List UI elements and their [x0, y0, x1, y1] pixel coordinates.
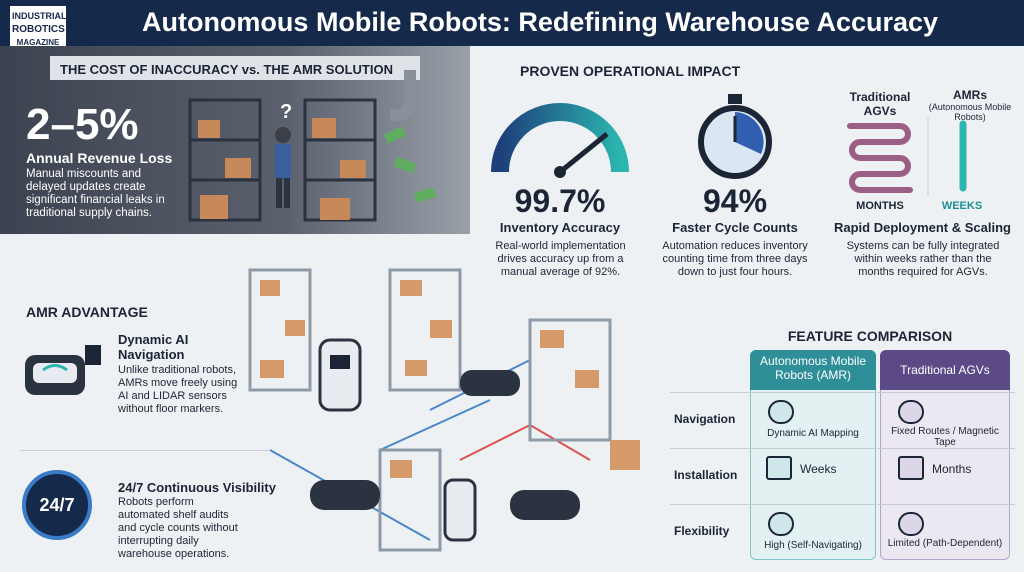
row-label: Installation	[674, 468, 738, 482]
page-title: Autonomous Mobile Robots: Redefining War…	[141, 7, 939, 37]
cycle-text: Automation reduces inventory counting ti…	[662, 240, 808, 278]
navigation-robot-icon	[25, 345, 101, 395]
accuracy-gauge	[491, 103, 629, 178]
cost-heading-bg	[50, 56, 420, 80]
deploy-text: Systems can be fully integrated within w…	[846, 240, 1000, 278]
deploy-months: MONTHS	[856, 200, 904, 212]
deploy-weeks: WEEKS	[941, 200, 983, 212]
row-label: Navigation	[674, 412, 736, 426]
amr-icon	[768, 400, 794, 424]
agv-value: Fixed Routes / Magnetic Tape	[891, 426, 999, 448]
deploy-paths	[847, 118, 967, 196]
advantage-text: Unlike traditional robots, AMRs move fre…	[118, 364, 238, 415]
cost-stat: 2–5%	[26, 100, 139, 149]
cycle-value: 94%	[702, 183, 768, 219]
row-divider	[670, 504, 1015, 505]
advantage-heading: AMR ADVANTAGE	[26, 304, 148, 320]
deploy-agv-label: Traditional AGVs	[849, 90, 911, 118]
badge-text: 24/7	[39, 495, 75, 515]
cost-stat-label: Annual Revenue Loss	[26, 150, 173, 166]
cost-heading: THE COST OF INACCURACY vs. THE AMR SOLUT…	[60, 62, 393, 77]
comparison-heading: FEATURE COMPARISON	[787, 328, 953, 344]
advantage-title: 24/7 Continuous Visibility	[118, 480, 276, 495]
amr-value: High (Self-Navigating)	[764, 540, 862, 551]
column-header: Autonomous Mobile Robots (AMR)	[750, 350, 876, 390]
comparison-table: Autonomous Mobile Robots (AMR) Traditiona…	[670, 350, 1015, 560]
amr-icon	[768, 512, 794, 536]
cost-text: Manual miscounts and delayed updates cre…	[26, 168, 165, 219]
advantage-text: Robots perform automated shelf audits an…	[118, 496, 238, 560]
logo-line: ROBOTICS	[12, 24, 65, 35]
warehouse-floor-illustration	[248, 268, 640, 552]
agv-icon	[898, 400, 924, 424]
cycle-label: Faster Cycle Counts	[672, 220, 798, 235]
header-bar	[0, 0, 1024, 46]
amr-value: Dynamic AI Mapping	[767, 428, 859, 439]
row-divider	[670, 392, 1015, 393]
svg-text:?: ?	[280, 101, 292, 123]
accuracy-value: 99.7%	[514, 183, 606, 219]
agv-icon	[898, 512, 924, 536]
badge-circle	[22, 470, 92, 540]
column-header: Traditional AGVs	[880, 350, 1010, 390]
amr-icon	[766, 456, 792, 480]
accuracy-label: Inventory Accuracy	[499, 220, 621, 235]
row-label: Flexibility	[674, 524, 730, 538]
agv-value: Limited (Path-Dependent)	[887, 538, 1003, 549]
agv-value: Months	[932, 462, 972, 476]
advantage-title: Dynamic AI Navigation	[118, 332, 189, 362]
divider	[20, 450, 270, 451]
amr-value: Weeks	[800, 462, 837, 476]
warehouse-illustration: ?	[188, 70, 436, 222]
deploy-amr-sub: (Autonomous Mobile Robots)	[928, 102, 1012, 122]
logo-line: MAGAZINE	[16, 38, 60, 47]
deploy-amr-label: AMRs	[952, 88, 987, 102]
accuracy-text: Real-world implementation drives accurac…	[495, 240, 626, 278]
logo-line: INDUSTRIAL	[12, 11, 67, 21]
agv-icon	[898, 456, 924, 480]
impact-heading: PROVEN OPERATIONAL IMPACT	[520, 63, 741, 79]
stopwatch	[698, 94, 772, 179]
row-divider	[670, 448, 1015, 449]
deploy-label: Rapid Deployment & Scaling	[834, 220, 1011, 235]
